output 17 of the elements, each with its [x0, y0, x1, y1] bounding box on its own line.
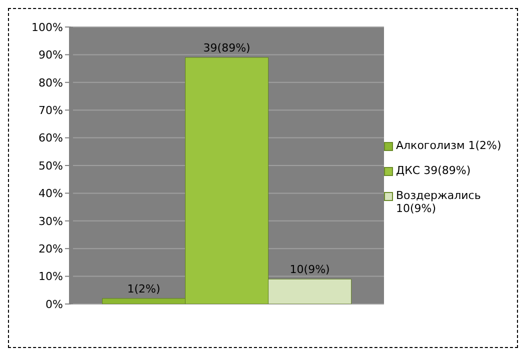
y-tick-label: 20% [38, 242, 63, 256]
data-label: 1(2%) [127, 282, 160, 296]
y-tick-label: 30% [38, 214, 63, 228]
y-tick-label: 40% [38, 187, 63, 200]
y-tick-label: 60% [38, 132, 63, 145]
y-tick-label: 90% [38, 48, 63, 62]
y-tick-label: 80% [38, 76, 63, 90]
data-label: 10(9%) [290, 263, 330, 276]
y-tick-label: 70% [38, 104, 63, 118]
legend-label: Воздержались 10(9%) [396, 188, 482, 214]
y-tick-label: 10% [38, 270, 63, 284]
y-tick-label: 0% [46, 298, 63, 311]
y-tick-label: 50% [38, 159, 63, 172]
y-tick-label: 100% [32, 20, 63, 34]
data-label: 39(89%) [203, 41, 250, 54]
legend-label: Алкоголизм 1(2%) [396, 138, 502, 152]
legend-label: ДКС 39(89%) [396, 164, 471, 176]
